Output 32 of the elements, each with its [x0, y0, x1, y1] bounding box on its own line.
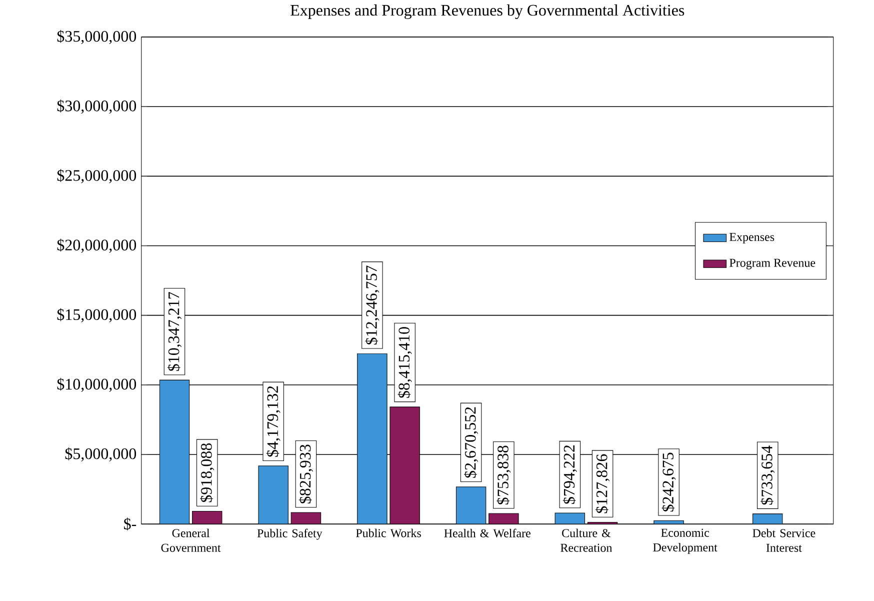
- y-tick-label: $5,000,000: [65, 448, 136, 462]
- data-label: $8,415,410: [398, 327, 412, 398]
- x-tick-label: Health & Welfare: [444, 528, 530, 538]
- y-tick-label: $30,000,000: [57, 100, 136, 114]
- data-label: $753,838: [496, 446, 511, 505]
- legend-label: Program Revenue: [730, 259, 816, 270]
- x-tick-label: Culture & Recreation: [560, 528, 612, 552]
- legend-label: Expenses: [730, 233, 774, 244]
- chart-title: Expenses and Program Revenues by Governmental Activities: [290, 4, 684, 20]
- y-tick-label: $35,000,000: [57, 30, 136, 44]
- x-tick-label: General Government: [161, 528, 221, 552]
- bar: [390, 406, 420, 524]
- data-label: $918,088: [200, 444, 214, 502]
- y-tick-label: $15,000,000: [57, 308, 136, 323]
- data-label: $10,347,217: [167, 292, 182, 372]
- bar: [192, 511, 222, 524]
- x-tick-label: Debt Service Interest: [752, 528, 816, 552]
- data-label: $12,246,757: [365, 266, 380, 345]
- data-label: $733,654: [760, 446, 775, 505]
- y-tick-label: $10,000,000: [57, 378, 136, 392]
- data-label: $4,179,132: [266, 386, 280, 457]
- data-label: $794,222: [562, 446, 577, 504]
- data-label: $242,675: [662, 453, 676, 512]
- y-tick-label: $-: [124, 518, 136, 531]
- data-label: $825,933: [298, 444, 313, 504]
- y-tick-label: $20,000,000: [57, 238, 136, 253]
- x-tick-label: Economic Development: [653, 528, 718, 554]
- y-tick-label: $25,000,000: [57, 169, 136, 184]
- x-tick-label: Public Works: [356, 528, 421, 538]
- x-tick-label: Public Safety: [257, 528, 322, 540]
- data-label: $2,670,552: [464, 408, 478, 478]
- data-label: $127,826: [596, 454, 610, 514]
